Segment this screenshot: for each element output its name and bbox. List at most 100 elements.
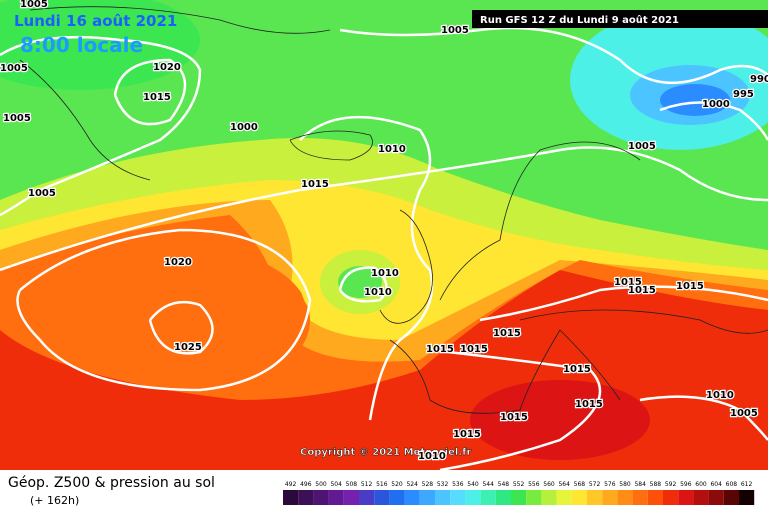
color-scale: 492 496 500 504 508 512 516 520 524 528 532 536 540 5…: [283, 481, 755, 505]
scale-swatch: [298, 490, 314, 505]
scale-label: 564: [558, 481, 570, 488]
isobar-label: 1010: [364, 287, 392, 298]
scale-swatch: [526, 490, 542, 505]
scale-swatch: [617, 490, 633, 505]
run-info: Run GFS 12 Z du Lundi 9 août 2021: [480, 14, 679, 26]
isobar-label: 1020: [164, 257, 192, 268]
isobar-label: 1005: [441, 25, 469, 36]
footer-lead: (+ 162h): [30, 494, 79, 507]
scale-swatch: [419, 490, 435, 505]
scale-label: 504: [330, 481, 342, 488]
run-box: [472, 10, 768, 28]
scale-swatch: [723, 490, 739, 505]
scale-swatch: [571, 490, 587, 505]
scale-swatch: [708, 490, 724, 505]
isobar-label: 1005: [3, 113, 31, 124]
scale-label: 496: [300, 481, 312, 488]
scale-swatch: [739, 490, 755, 505]
scale-swatch: [541, 490, 557, 505]
isobar-label: 1025: [174, 342, 202, 353]
scale-label: 548: [498, 481, 510, 488]
isobar-label: 1015: [563, 364, 591, 375]
scale-label: 524: [406, 481, 418, 488]
scale-label: 516: [376, 481, 388, 488]
scale-swatch: [663, 490, 679, 505]
scale-label: 604: [710, 481, 722, 488]
isobar-label: 995: [733, 89, 754, 100]
scale-swatch: [556, 490, 572, 505]
isobar-label: 1000: [702, 99, 730, 110]
scale-label: 580: [619, 481, 631, 488]
scale-label: 512: [361, 481, 373, 488]
scale-label: 528: [422, 481, 434, 488]
isobar-label: 1015: [453, 429, 481, 440]
footer-title: Géop. Z500 & pression au sol: [8, 475, 215, 491]
isobars: [0, 26, 768, 472]
isobar-label: 1015: [426, 344, 454, 355]
scale-swatch: [450, 490, 466, 505]
scale-label: 536: [452, 481, 464, 488]
scale-swatch: [283, 490, 299, 505]
isobar-label: 1015: [575, 399, 603, 410]
scale-label: 612: [741, 481, 753, 488]
scale-swatch: [343, 490, 359, 505]
scale-swatch: [647, 490, 663, 505]
isobar-label: 1005: [28, 188, 56, 199]
scale-label: 500: [315, 481, 327, 488]
scale-label: 508: [346, 481, 358, 488]
scale-swatch: [404, 490, 420, 505]
scale-label: 552: [513, 481, 525, 488]
scale-swatch: [678, 490, 694, 505]
scale-label: 492: [285, 481, 297, 488]
forecast-date: Lundi 16 août 2021: [14, 12, 177, 30]
scale-label: 544: [482, 481, 494, 488]
scale-label: 568: [574, 481, 586, 488]
isobar-label: 1015: [614, 277, 642, 288]
scale-label: 576: [604, 481, 616, 488]
scale-swatch: [587, 490, 603, 505]
scale-label: 600: [695, 481, 707, 488]
isobar-label: 1010: [418, 451, 446, 462]
isobar-label: 990: [750, 74, 768, 85]
isobar-label: 1000: [230, 122, 258, 133]
scale-label: 520: [391, 481, 403, 488]
scale-label: 532: [437, 481, 449, 488]
isobar-label: 1010: [371, 268, 399, 279]
scale-swatch: [359, 490, 375, 505]
isobar-label: 1015: [500, 412, 528, 423]
scale-label: 556: [528, 481, 540, 488]
isobar-label: 1010: [378, 144, 406, 155]
isobar-label: 1015: [143, 92, 171, 103]
field: [0, 0, 768, 470]
scale-swatch: [632, 490, 648, 505]
scale-swatch: [495, 490, 511, 505]
scale-label: 588: [650, 481, 662, 488]
isobar-labels: 1005 1020 1015 1005 1005 1000 1005 1010 1015 1020…: [0, 0, 768, 463]
copyright: Copyright © 2021 Meteociel.fr: [300, 447, 471, 458]
isobar-label: 1010: [706, 390, 734, 401]
isobar-label: 1005: [628, 141, 656, 152]
scale-label: 560: [543, 481, 555, 488]
isobar-label: 1005: [730, 408, 758, 419]
forecast-time: 8:00 locale: [20, 33, 143, 57]
scale-label: 592: [665, 481, 677, 488]
isobar-label: 1015: [460, 344, 488, 355]
scale-swatch: [389, 490, 405, 505]
scale-swatch: [693, 490, 709, 505]
isobar-label: 1015: [676, 281, 704, 292]
scale-label: 540: [467, 481, 479, 488]
isobar-label: 1005: [20, 0, 48, 10]
scale-swatch: [313, 490, 329, 505]
isobar-label: 1020: [153, 62, 181, 73]
scale-swatch: [511, 490, 527, 505]
scale-swatch: [465, 490, 481, 505]
scale-swatch: [374, 490, 390, 505]
isobar-label: 1015: [493, 328, 521, 339]
scale-label: 608: [726, 481, 738, 488]
scale-swatch: [602, 490, 618, 505]
scale-swatch: [480, 490, 496, 505]
isobar-label: 1015: [301, 179, 329, 190]
scale-label: 572: [589, 481, 601, 488]
scale-label: 596: [680, 481, 692, 488]
